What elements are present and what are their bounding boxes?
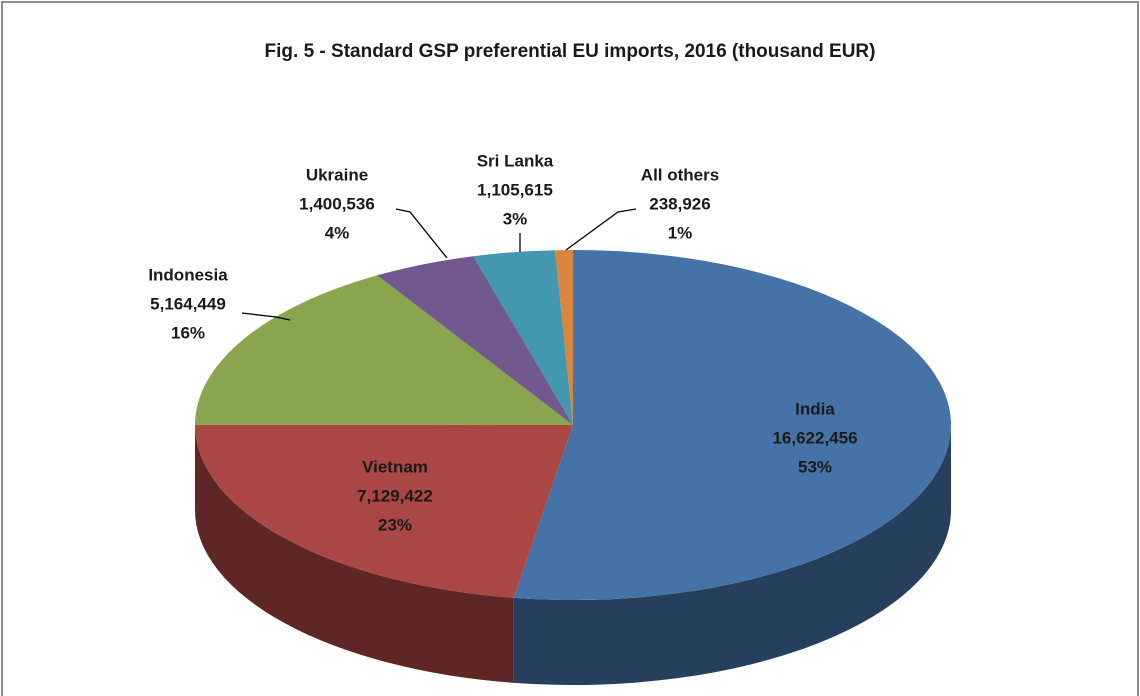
slice-value-label: 1,400,536 [299, 194, 375, 213]
slice-label: Sri Lanka [477, 151, 554, 170]
slice-percent-label: 3% [503, 209, 528, 228]
slice-value-label: 7,129,422 [357, 486, 433, 505]
slice [473, 250, 573, 425]
slice-percent-label: 4% [325, 223, 350, 242]
leader-line [241, 312, 291, 321]
slice-label: India [795, 399, 835, 418]
slice-percent-label: 1% [668, 223, 693, 242]
slice-label: Indonesia [148, 265, 228, 284]
slice-label: All others [641, 165, 719, 184]
slice-side [513, 425, 951, 686]
slice-value-label: 16,622,456 [772, 428, 857, 447]
slice-side [195, 425, 514, 683]
slice-value-label: 238,926 [649, 194, 710, 213]
slice-percent-label: 16% [171, 323, 205, 342]
slice-percent-label: 23% [378, 515, 412, 534]
leader-line [395, 208, 448, 259]
slice [513, 250, 951, 600]
slice [377, 256, 573, 425]
slice [194, 424, 573, 598]
slice-label: Ukraine [306, 165, 368, 184]
slice-value-label: 1,105,615 [477, 180, 553, 199]
slice-percent-label: 53% [798, 457, 832, 476]
slice [195, 275, 574, 425]
slice-value-label: 5,164,449 [150, 294, 226, 313]
slice [555, 250, 573, 425]
chart-title: Fig. 5 - Standard GSP preferential EU im… [265, 41, 876, 62]
slice-label: Vietnam [362, 457, 428, 476]
leader-line [565, 208, 637, 251]
